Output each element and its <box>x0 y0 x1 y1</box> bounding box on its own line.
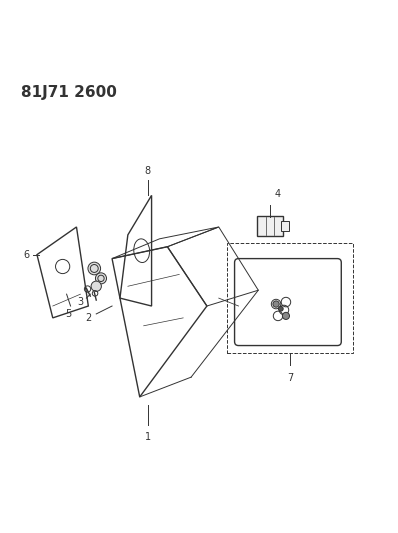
Circle shape <box>273 301 279 307</box>
Bar <box>227 243 353 353</box>
Text: 6: 6 <box>23 249 29 260</box>
Circle shape <box>279 306 283 311</box>
Text: 81J71 2600: 81J71 2600 <box>21 85 117 100</box>
Circle shape <box>96 273 107 284</box>
Text: 2: 2 <box>85 313 92 323</box>
Circle shape <box>91 281 101 292</box>
Text: 5: 5 <box>65 309 72 319</box>
Circle shape <box>283 312 289 319</box>
Text: 7: 7 <box>287 373 293 383</box>
FancyBboxPatch shape <box>281 221 289 231</box>
Text: 1: 1 <box>144 432 151 442</box>
Text: 8: 8 <box>144 166 151 175</box>
FancyBboxPatch shape <box>257 216 283 236</box>
Circle shape <box>88 262 101 275</box>
Text: 3: 3 <box>77 297 84 307</box>
Text: 4: 4 <box>275 189 281 199</box>
